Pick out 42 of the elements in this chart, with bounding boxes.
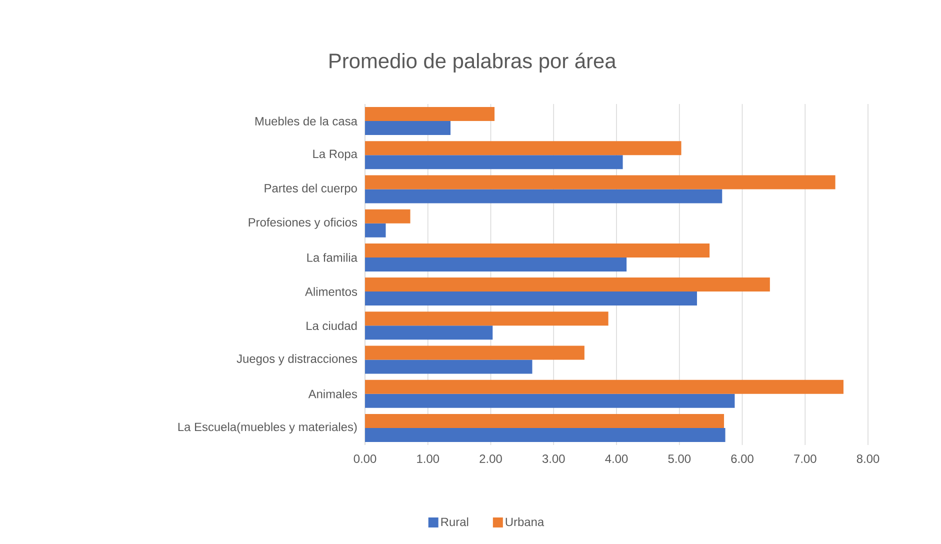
y-tick-label: Juegos y distracciones	[236, 354, 358, 366]
bar	[365, 107, 495, 122]
x-tick-label: 8.00	[856, 454, 880, 463]
bar	[365, 141, 682, 156]
y-tick-label: La familia	[307, 253, 358, 262]
bar	[365, 414, 724, 428]
bar	[365, 121, 451, 136]
bar	[365, 243, 710, 258]
y-tick-label: Animales	[308, 389, 358, 398]
bar	[365, 360, 532, 374]
x-tick-label: 4.00	[605, 454, 628, 463]
bar	[365, 155, 623, 170]
legend-label: Rural	[441, 517, 468, 526]
x-tick-label: 7.00	[794, 454, 816, 463]
x-tick-label: 0.00	[354, 454, 376, 463]
bar	[365, 209, 410, 224]
bar	[365, 292, 697, 306]
y-tick-label: Alimentos	[305, 287, 358, 296]
legend-label: Urbana	[506, 517, 544, 526]
bar	[365, 257, 627, 272]
y-tick-label: La Escuela(muebles y materiales)	[178, 422, 357, 434]
x-tick-label: 2.00	[480, 454, 502, 463]
bar	[365, 326, 493, 340]
x-tick-label: 3.00	[542, 454, 565, 463]
y-tick-label: La ciudad	[306, 321, 357, 330]
y-tick-label: Muebles de la casa	[255, 116, 358, 126]
bar	[365, 223, 386, 238]
x-tick-label: 6.00	[731, 454, 754, 463]
bar	[365, 175, 836, 190]
bar	[365, 278, 770, 292]
bar	[365, 189, 722, 204]
y-tick-label: Partes del cuerpo	[264, 184, 357, 195]
bar	[365, 380, 844, 394]
bar	[365, 394, 735, 408]
bar	[365, 312, 608, 326]
chart-title: Promedio de palabras por área	[330, 52, 616, 72]
bar	[365, 346, 584, 360]
y-tick-label: Profesiones y oficios	[248, 218, 358, 229]
x-tick-label: 1.00	[417, 454, 440, 463]
y-tick-label: La Ropa	[313, 150, 358, 160]
x-tick-label: 5.00	[668, 454, 691, 463]
bar	[365, 428, 726, 442]
